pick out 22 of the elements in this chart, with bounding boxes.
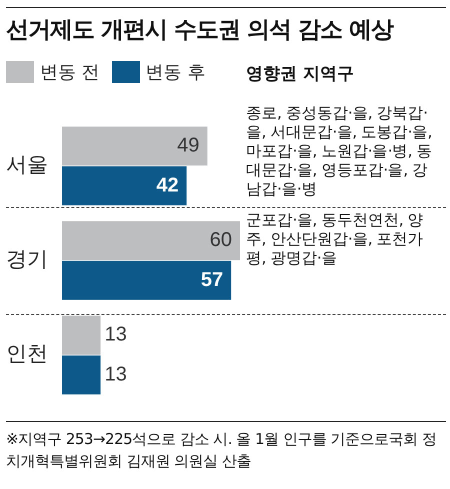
bar — [62, 221, 240, 260]
legend-label: 변동 후 — [146, 61, 206, 84]
bar — [62, 356, 101, 394]
chart-title: 선거제도 개편시 수도권 의석 감소 예상 — [6, 16, 394, 45]
y-tick-label: 경기 — [6, 246, 48, 271]
bar — [62, 126, 208, 166]
text: 종로, 중성동갑·을, 강북갑·을, 서대문갑·을, 도봉갑·을, 마포갑·을, 노원갑·을·병, 동대문갑·을, 영등포갑·을, 강남갑·을·병 — [246, 104, 433, 199]
bar — [62, 260, 232, 300]
bar — [62, 166, 187, 206]
data-label: 13 — [104, 324, 127, 346]
data-label: 60 — [210, 229, 232, 252]
data-label: 13 — [104, 363, 127, 386]
data-label: 57 — [200, 268, 224, 291]
text: 영향권 지역구 — [246, 63, 354, 85]
y-tick-label: 인천 — [6, 342, 48, 366]
data-label: 42 — [156, 174, 179, 196]
bar — [62, 316, 101, 355]
text: 군포갑·을, 동두천연천, 양주, 안산단원갑·을, 포천가평, 광명갑·을 — [246, 211, 424, 268]
legend-label: 변동 전 — [40, 61, 100, 84]
data-label: 49 — [177, 134, 200, 157]
y-tick-label: 서울 — [6, 152, 48, 176]
text: ※지역구 253→225석으로 감소 시. 올 1월 인구를 기준으로국회 정치개혁특별위원회 김재원 의원실 산출 — [6, 429, 438, 472]
